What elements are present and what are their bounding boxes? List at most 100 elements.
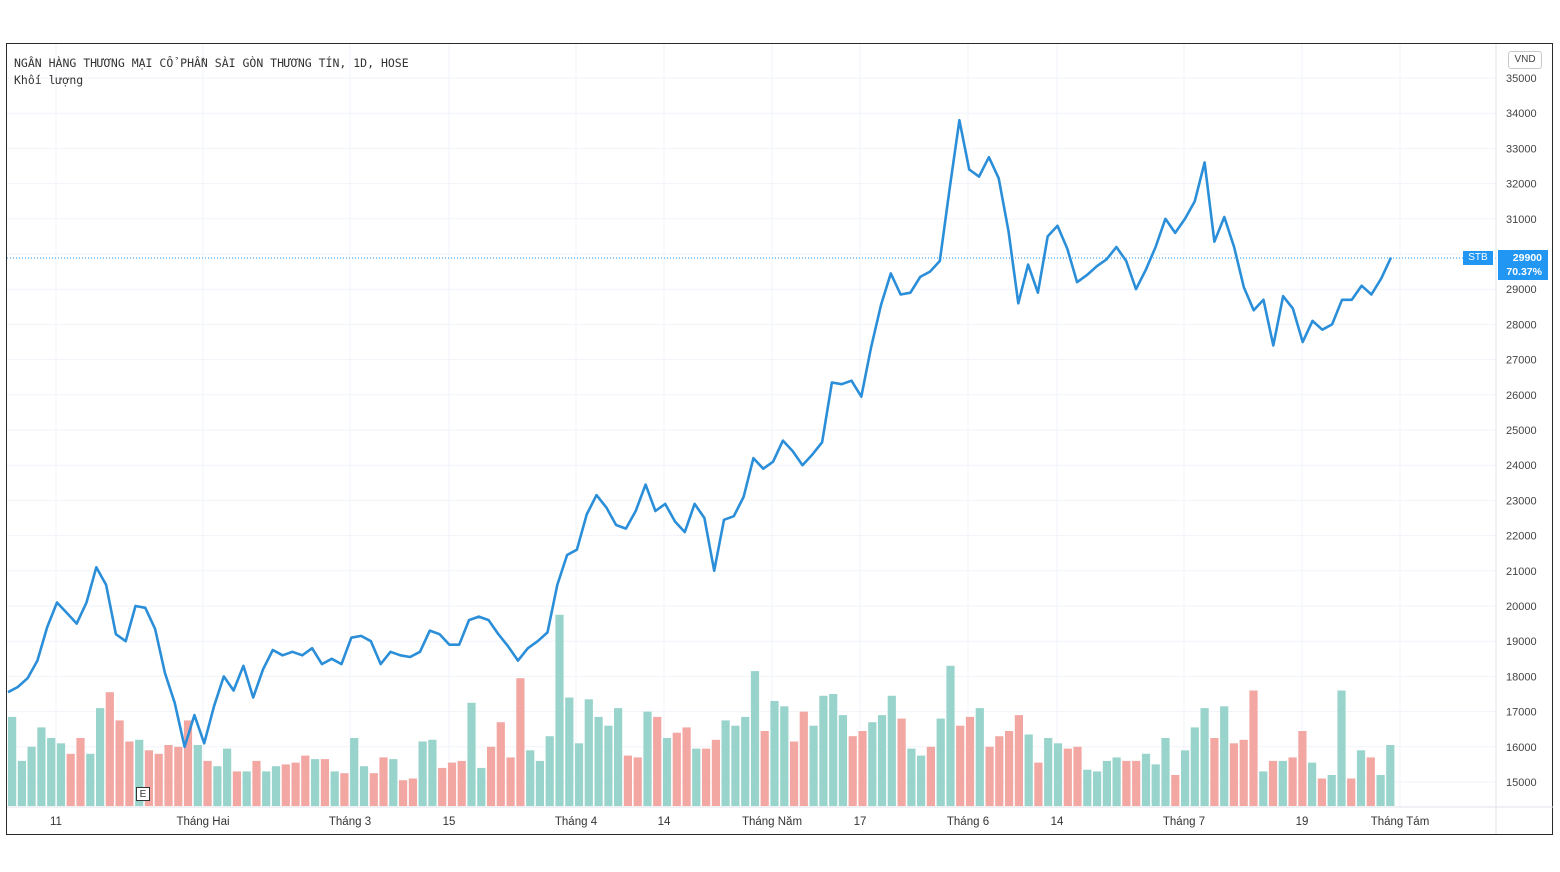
volume-bar bbox=[477, 767, 486, 806]
volume-bar bbox=[887, 695, 896, 806]
last-price-tag: 29900 70.37% bbox=[1498, 250, 1548, 280]
volume-bar bbox=[1356, 750, 1366, 806]
chart-frame bbox=[6, 43, 1553, 835]
volume-bar bbox=[56, 743, 66, 806]
y-tick-label: 20000 bbox=[1506, 601, 1537, 613]
x-tick-label: Tháng 7 bbox=[1163, 816, 1205, 828]
volume-bar bbox=[662, 738, 672, 806]
volume-bar bbox=[711, 739, 720, 806]
volume-bar bbox=[96, 708, 105, 806]
currency-badge[interactable]: VND bbox=[1508, 51, 1542, 69]
volume-bar bbox=[1278, 760, 1287, 806]
volume-bar bbox=[819, 695, 828, 806]
volume-bar bbox=[144, 750, 153, 806]
volume-bar bbox=[1014, 715, 1023, 806]
y-tick-label: 34000 bbox=[1506, 108, 1537, 120]
volume-bar bbox=[516, 678, 525, 806]
volume-bar bbox=[1093, 771, 1102, 806]
volume-bar bbox=[907, 748, 916, 806]
x-tick-label: Tháng Năm bbox=[742, 816, 802, 828]
volume-bar bbox=[506, 757, 515, 806]
volume-bar bbox=[770, 701, 779, 806]
x-tick-label: 15 bbox=[443, 816, 456, 828]
y-tick-label: 32000 bbox=[1506, 179, 1537, 191]
volume-bar bbox=[526, 750, 535, 806]
volume-bar bbox=[565, 697, 574, 806]
volume-bar bbox=[174, 746, 183, 806]
y-tick-label: 33000 bbox=[1506, 143, 1537, 155]
volume-bar bbox=[1366, 757, 1375, 806]
volume-bar bbox=[183, 720, 193, 806]
volume-bar bbox=[1386, 745, 1395, 806]
volume-bar bbox=[330, 771, 339, 806]
volume-bar bbox=[975, 708, 984, 806]
x-tick-label: Tháng 4 bbox=[555, 816, 598, 828]
volume-bar bbox=[1337, 690, 1346, 806]
volume-bar bbox=[311, 759, 320, 806]
volume-bar bbox=[66, 753, 75, 806]
volume-bar bbox=[1132, 760, 1141, 806]
y-tick-label: 29000 bbox=[1506, 284, 1537, 296]
volume-bar bbox=[1122, 760, 1131, 806]
volume-legend: Khối lượng bbox=[14, 73, 84, 87]
earnings-event-marker[interactable]: E bbox=[136, 787, 150, 801]
volume-bar bbox=[467, 702, 476, 806]
volume-bar bbox=[614, 708, 623, 806]
volume-bar bbox=[1083, 769, 1092, 806]
volume-bar bbox=[1347, 778, 1356, 806]
volume-bar bbox=[1073, 746, 1082, 806]
volume-bar bbox=[1249, 690, 1258, 806]
volume-bar bbox=[1308, 762, 1317, 806]
volume-bar bbox=[809, 725, 818, 806]
time-axis: 11 Tháng Hai Tháng 3 15 Tháng 4 14 Tháng Năm 17… bbox=[50, 816, 1429, 828]
volume-bar bbox=[604, 725, 613, 806]
y-tick-label: 25000 bbox=[1506, 425, 1537, 437]
volume-bar bbox=[281, 764, 290, 806]
volume-bar bbox=[164, 745, 173, 806]
volume-bar bbox=[535, 760, 544, 806]
volume-bar bbox=[135, 739, 144, 806]
last-price: 29900 bbox=[1512, 252, 1542, 264]
x-tick-label: Tháng Hai bbox=[176, 816, 229, 828]
volume-bar bbox=[408, 778, 417, 806]
y-tick-label: 23000 bbox=[1506, 495, 1537, 507]
volume-bar bbox=[965, 716, 975, 806]
volume-bar bbox=[692, 748, 701, 806]
x-tick-label: 19 bbox=[1296, 816, 1309, 828]
volume-bar bbox=[203, 760, 212, 806]
y-tick-label: 24000 bbox=[1506, 460, 1537, 472]
volume-bar bbox=[1151, 764, 1160, 806]
volume-bar bbox=[623, 755, 632, 806]
volume-bar bbox=[672, 732, 681, 806]
volume-bar bbox=[242, 771, 251, 806]
volume-bar bbox=[438, 767, 447, 806]
volume-bar bbox=[956, 725, 965, 806]
volume-bars bbox=[8, 614, 1395, 806]
volume-bar bbox=[1229, 743, 1238, 806]
volume-bar bbox=[858, 731, 867, 806]
y-tick-label: 35000 bbox=[1506, 73, 1537, 85]
volume-bar bbox=[115, 720, 124, 806]
change-percent: 70.37% bbox=[1506, 266, 1542, 278]
x-tick-label: 14 bbox=[658, 816, 671, 828]
volume-bar bbox=[750, 671, 760, 806]
volume-bar bbox=[340, 773, 349, 806]
volume-bar bbox=[457, 760, 466, 806]
volume-bar bbox=[447, 762, 457, 806]
volume-bar bbox=[350, 738, 359, 806]
volume-bar bbox=[741, 716, 750, 806]
volume-bar bbox=[1190, 727, 1199, 806]
price-series-line bbox=[7, 118, 1393, 749]
volume-bar bbox=[213, 766, 222, 806]
volume-bar bbox=[125, 741, 134, 806]
volume-bar bbox=[594, 716, 603, 806]
volume-bar bbox=[1259, 771, 1268, 806]
volume-bar bbox=[1024, 734, 1033, 806]
volume-bar bbox=[1288, 757, 1297, 806]
volume-bar bbox=[926, 746, 935, 806]
x-tick-label: Tháng 6 bbox=[947, 816, 989, 828]
volume-bar bbox=[702, 748, 711, 806]
symbol-tag: STB bbox=[1463, 251, 1493, 265]
volume-bar bbox=[359, 766, 369, 806]
volume-bar bbox=[868, 722, 877, 806]
